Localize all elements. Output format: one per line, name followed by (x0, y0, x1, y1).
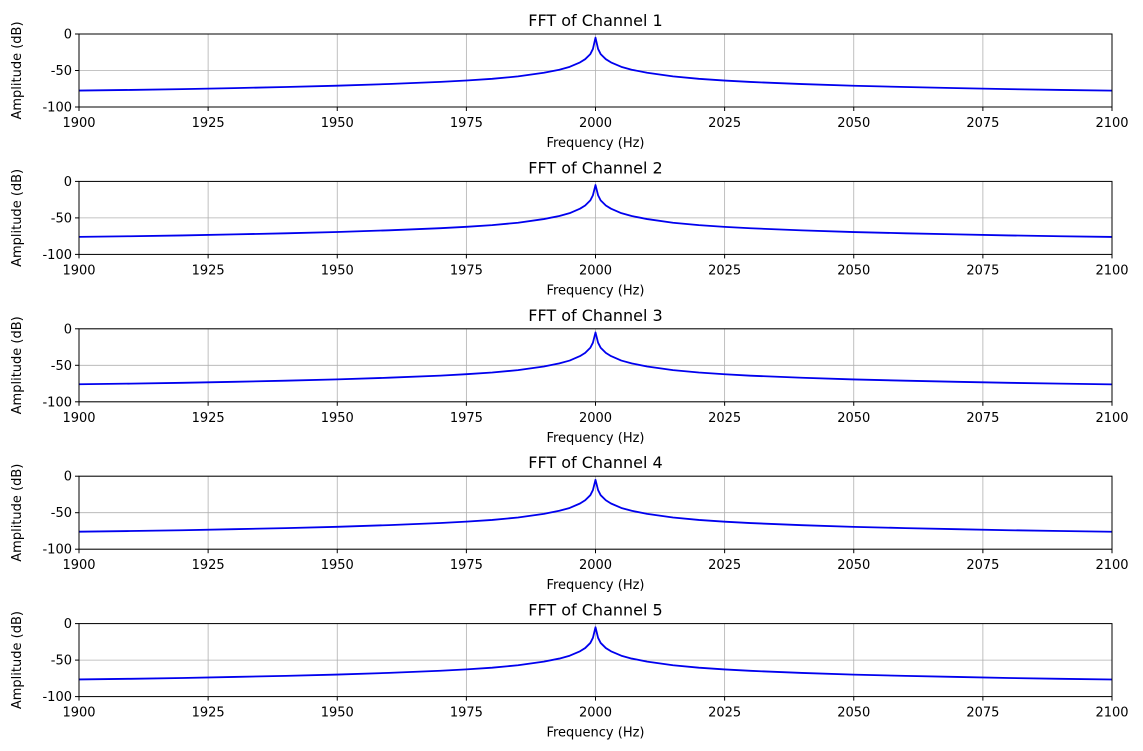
y-tick-label: -100 (42, 543, 72, 558)
series-line (78, 36, 1113, 92)
x-tick-label: 1950 (321, 116, 354, 131)
x-tick-label: 1925 (192, 116, 225, 131)
x-tick-label: 2050 (837, 411, 870, 426)
chart-title: FFT of Channel 5 (528, 601, 662, 620)
x-tick-label: 1900 (62, 558, 95, 573)
y-axis-label: Amplitude (dB) (10, 611, 25, 709)
x-tick-label: 1925 (192, 706, 225, 721)
y-tick-label: 0 (64, 175, 72, 190)
chart-title: FFT of Channel 1 (528, 11, 662, 30)
x-tick-label: 2100 (1095, 558, 1128, 573)
series-line (78, 626, 1113, 681)
series-line (78, 331, 1113, 386)
x-tick-label: 1900 (62, 411, 95, 426)
x-axis-label: Frequency (Hz) (546, 726, 644, 741)
y-tick-label: -100 (42, 690, 72, 705)
x-tick-label: 1975 (450, 263, 483, 278)
series-line (78, 184, 1113, 238)
y-tick-label: 0 (64, 470, 72, 485)
x-tick-label: 2000 (579, 411, 612, 426)
x-tick-label: 2025 (708, 411, 741, 426)
x-tick-label: 1950 (321, 411, 354, 426)
x-tick-label: 2050 (837, 263, 870, 278)
x-tick-label: 2075 (966, 706, 999, 721)
y-tick-label: 0 (64, 322, 72, 337)
x-tick-label: 2025 (708, 116, 741, 131)
x-tick-label: 2075 (966, 263, 999, 278)
x-tick-label: 2050 (837, 116, 870, 131)
y-tick-label: -50 (51, 64, 72, 79)
x-tick-label: 1975 (450, 411, 483, 426)
x-tick-label: 1950 (321, 706, 354, 721)
x-tick-label: 1900 (62, 706, 95, 721)
x-axis-label: Frequency (Hz) (546, 283, 644, 298)
y-tick-label: 0 (64, 617, 72, 632)
chart-title: FFT of Channel 4 (528, 453, 662, 472)
y-tick-label: -50 (51, 654, 72, 669)
y-tick-label: -100 (42, 248, 72, 263)
x-tick-label: 1925 (192, 263, 225, 278)
y-axis-label: Amplitude (dB) (10, 169, 25, 267)
x-axis-label: Frequency (Hz) (546, 578, 644, 593)
x-tick-label: 2025 (708, 558, 741, 573)
chart-title: FFT of Channel 3 (528, 306, 662, 325)
x-tick-label: 1925 (192, 411, 225, 426)
x-tick-label: 1975 (450, 116, 483, 131)
x-tick-label: 2075 (966, 411, 999, 426)
y-tick-label: -100 (42, 101, 72, 116)
x-tick-label: 1900 (62, 263, 95, 278)
x-tick-label: 1975 (450, 558, 483, 573)
x-tick-label: 2000 (579, 706, 612, 721)
y-tick-label: -50 (51, 211, 72, 226)
x-tick-label: 1900 (62, 116, 95, 131)
y-tick-label: -50 (51, 506, 72, 521)
x-tick-label: 2025 (708, 706, 741, 721)
x-tick-label: 2100 (1095, 411, 1128, 426)
y-tick-label: -50 (51, 359, 72, 374)
x-tick-label: 2050 (837, 558, 870, 573)
x-tick-label: 2000 (579, 558, 612, 573)
y-tick-label: 0 (64, 28, 72, 43)
x-tick-label: 2100 (1095, 706, 1128, 721)
x-tick-label: 1925 (192, 558, 225, 573)
x-tick-label: 1950 (321, 558, 354, 573)
x-tick-label: 2050 (837, 706, 870, 721)
y-axis-label: Amplitude (dB) (10, 21, 25, 119)
x-tick-label: 1950 (321, 263, 354, 278)
x-axis-label: Frequency (Hz) (546, 136, 644, 151)
x-tick-label: 2100 (1095, 116, 1128, 131)
chart-title: FFT of Channel 2 (528, 158, 662, 177)
x-axis-label: Frequency (Hz) (546, 431, 644, 446)
y-axis-label: Amplitude (dB) (10, 316, 25, 414)
x-tick-label: 2025 (708, 263, 741, 278)
x-tick-label: 2000 (579, 116, 612, 131)
series-line (78, 478, 1113, 533)
x-tick-label: 2100 (1095, 263, 1128, 278)
x-tick-label: 1975 (450, 706, 483, 721)
y-axis-label: Amplitude (dB) (10, 464, 25, 562)
x-tick-label: 2000 (579, 263, 612, 278)
x-tick-label: 2075 (966, 116, 999, 131)
y-tick-label: -100 (42, 395, 72, 410)
x-tick-label: 2075 (966, 558, 999, 573)
